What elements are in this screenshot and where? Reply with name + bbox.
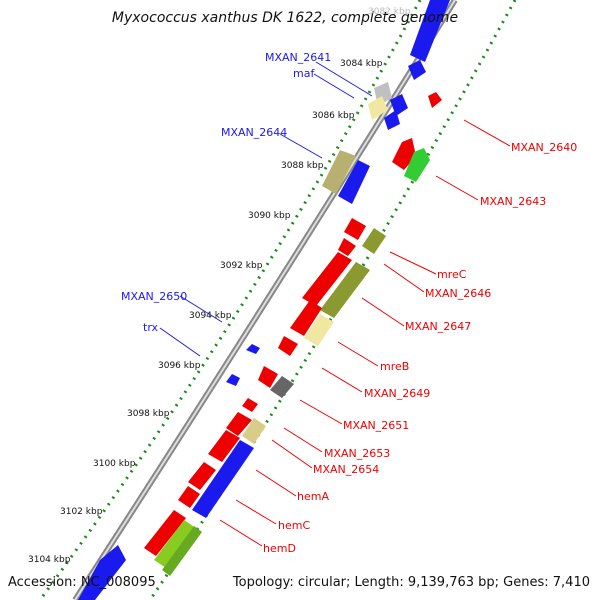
scale-tick: 3104 kbp	[28, 555, 71, 565]
scale-tick: 3102 kbp	[60, 507, 103, 517]
genome-backbone-highlight	[74, 0, 456, 600]
gene-blocks	[144, 60, 442, 576]
gene-block[interactable]	[338, 160, 370, 204]
gene-label-mreb[interactable]: mreB	[380, 360, 409, 373]
scale-tick: 3092 kbp	[220, 261, 263, 271]
gene-label-mxan-2646[interactable]: MXAN_2646	[425, 287, 491, 300]
gene-block[interactable]	[428, 92, 442, 108]
gene-block[interactable]	[178, 486, 200, 508]
right-leaders	[219, 119, 511, 547]
scale-tick: 3098 kbp	[127, 409, 170, 419]
gene-label-trx[interactable]: trx	[143, 321, 159, 334]
scale-tick: 3088 kbp	[281, 161, 324, 171]
gene-label-mxan-2650[interactable]: MXAN_2650	[121, 290, 187, 303]
gene-block[interactable]	[404, 148, 430, 182]
scale-tick: 3084 kbp	[340, 59, 383, 69]
gene-block[interactable]	[302, 252, 352, 306]
right-gene-labels: MXAN_2640 MXAN_2643 mreC MXAN_2646 MXAN_…	[263, 141, 577, 555]
gene-block[interactable]	[344, 218, 366, 240]
gene-block[interactable]	[162, 526, 202, 576]
gene-label-mxan-2651[interactable]: MXAN_2651	[343, 419, 409, 432]
gene-label-mxan-2640[interactable]: MXAN_2640	[511, 141, 577, 154]
scale-tick: 3086 kbp	[312, 111, 355, 121]
left-gene-labels: MXAN_2641 maf MXAN_2644 MXAN_2650 trx	[121, 51, 331, 334]
gene-block[interactable]	[368, 96, 388, 120]
gene-label-hemd[interactable]: hemD	[263, 542, 296, 555]
gene-block[interactable]	[278, 336, 298, 356]
gene-label-mxan-2647[interactable]: MXAN_2647	[405, 320, 471, 333]
gene-block[interactable]	[258, 366, 278, 388]
gene-block[interactable]	[242, 398, 258, 412]
gene-block[interactable]	[408, 60, 426, 80]
gene-block[interactable]	[246, 344, 260, 354]
gene-label-mxan-2654[interactable]: MXAN_2654	[313, 463, 379, 476]
gene-block[interactable]	[208, 430, 240, 462]
gene-block[interactable]	[144, 510, 186, 556]
accession-text: Accession: NC_008095	[8, 575, 156, 590]
gene-label-mxan-2641[interactable]: MXAN_2641	[265, 51, 331, 64]
gene-block[interactable]	[304, 314, 334, 346]
gene-label-hemc[interactable]: hemC	[278, 519, 310, 532]
gene-block[interactable]	[154, 520, 196, 568]
gene-block[interactable]	[188, 462, 216, 490]
gene-label-mxan-2644[interactable]: MXAN_2644	[221, 126, 287, 139]
scale-tick-top-partial: 3082 kbp	[368, 7, 411, 17]
topology-text: Topology: circular; Length: 9,139,763 bp…	[232, 575, 590, 590]
gene-block[interactable]	[320, 262, 370, 318]
gene-block[interactable]	[384, 110, 400, 130]
gene-block[interactable]	[226, 412, 252, 436]
scale-tick: 3090 kbp	[248, 211, 291, 221]
scale-tick: 3094 kbp	[189, 311, 232, 321]
gene-label-mxan-2653[interactable]: MXAN_2653	[324, 447, 390, 460]
gene-reverse-bottom[interactable]	[78, 545, 126, 600]
gene-block[interactable]	[290, 300, 322, 336]
left-leaders	[159, 61, 373, 357]
gene-block[interactable]	[338, 238, 356, 256]
gene-label-hema[interactable]: hemA	[297, 490, 329, 503]
gene-block[interactable]	[322, 150, 356, 194]
gene-label-mxan-2649[interactable]: MXAN_2649	[364, 387, 430, 400]
scale-tick: 3096 kbp	[158, 361, 201, 371]
gene-block[interactable]	[192, 440, 254, 518]
scale-tick: 3100 kbp	[93, 459, 136, 469]
gene-block[interactable]	[242, 418, 266, 444]
gene-block[interactable]	[226, 374, 240, 386]
gene-block[interactable]	[390, 94, 408, 116]
scale-ticks: 3084 kbp 3086 kbp 3088 kbp 3090 kbp 3092…	[28, 59, 383, 565]
gene-label-mxan-2643[interactable]: MXAN_2643	[480, 195, 546, 208]
gene-block[interactable]	[270, 376, 294, 398]
gene-reverse-top[interactable]	[410, 0, 450, 62]
inner-scale-ring	[38, 0, 422, 600]
map-title: Myxococcus xanthus DK 1622, complete gen…	[112, 10, 458, 26]
gene-label-maf[interactable]: maf	[293, 67, 315, 80]
gene-block[interactable]	[362, 228, 386, 254]
gene-label-mrec[interactable]: mreC	[437, 268, 467, 281]
